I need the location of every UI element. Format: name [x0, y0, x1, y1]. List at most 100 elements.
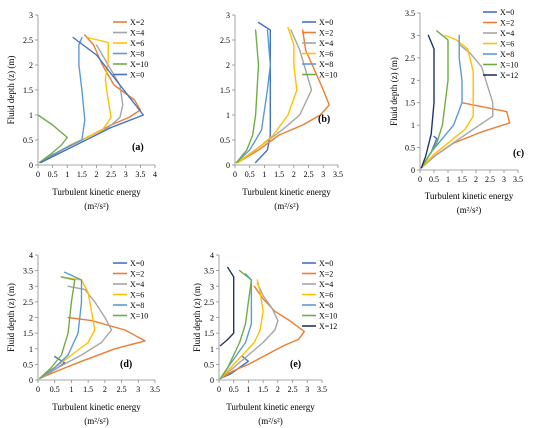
- legend-label: X=0: [319, 259, 333, 268]
- series-line-x-0: [40, 36, 144, 164]
- x-tick-label: 2: [292, 170, 296, 179]
- x-axis-unit: (m²/s²): [258, 416, 282, 426]
- y-tick-label: 2.5: [405, 54, 415, 63]
- chart-panel-3: 0 0.5 1 1.5 2 2.5 3 3.500.511.522.533.5 X=0X=2X=…: [389, 8, 524, 215]
- y-tick-label: 2: [411, 76, 415, 85]
- x-tick-label: 2: [95, 170, 99, 179]
- x-axis-unit: (m²/s²): [457, 205, 481, 215]
- series-line-x-12: [219, 266, 235, 347]
- panel-label: (b): [318, 114, 330, 125]
- legend-label: X=2: [500, 19, 514, 28]
- series-line-x-4: [420, 43, 494, 169]
- y-tick-label: 0: [29, 161, 33, 170]
- series-line-x-6: [39, 276, 96, 380]
- y-tick-label: 0: [411, 166, 415, 175]
- x-tick-label: 1.5: [83, 385, 93, 394]
- panel-label: (d): [120, 359, 132, 370]
- x-axis-label: Turbulent kinetic energy: [242, 187, 331, 197]
- legend-label: X=12: [500, 71, 518, 80]
- series-line-x-10: [39, 276, 76, 380]
- x-tick-label: 0.5: [429, 175, 439, 184]
- series-line-x-2: [237, 29, 330, 164]
- legend-label: X=8: [130, 301, 144, 310]
- y-tick-label: 2: [210, 314, 214, 323]
- x-axis-unit: (m²/s²): [84, 416, 108, 426]
- chart-panel-4: 0 0.5 1 1.5 2 2.5 3 3.500.511.522.533.54X=0X=2X…: [6, 251, 160, 426]
- x-tick-label: 1: [262, 170, 266, 179]
- x-tick-label: 3: [136, 385, 140, 394]
- y-tick-label: 1.5: [23, 86, 33, 95]
- x-tick-label: 2.5: [117, 385, 127, 394]
- y-tick-label: 2.5: [204, 298, 214, 307]
- y-tick-label: 1: [210, 345, 214, 354]
- x-tick-label: 2: [474, 175, 478, 184]
- series-line-x-4: [219, 282, 279, 380]
- series-line-x-6: [420, 34, 474, 169]
- x-tick-label: 0: [36, 170, 40, 179]
- x-tick-label: 1.5: [457, 175, 467, 184]
- y-axis-label: Fluid depth (z) (m): [389, 57, 399, 126]
- x-tick-label: 2.5: [106, 170, 116, 179]
- chart-panel-1: 0 0.5 1 1.5 2 2.5 3 3.5 4 0 0.5 1 1.5 2 2.5 3 X=2 X=4X=6 X…: [6, 11, 157, 211]
- legend-label: X=4: [130, 29, 144, 38]
- y-axis-label: Fluid depth (z) (m): [6, 56, 16, 125]
- series-line-x-4: [237, 29, 313, 164]
- y-tick-label: 3.5: [405, 9, 415, 18]
- y-tick-label: 1.5: [405, 99, 415, 108]
- legend-label: X=2: [319, 270, 333, 279]
- legend-label: X=10: [130, 60, 148, 69]
- series-line-x-10: [219, 269, 253, 380]
- y-tick-label: 3: [411, 31, 415, 40]
- y-tick-label: 0.5: [220, 136, 230, 145]
- series-line-x-6: [219, 279, 264, 380]
- y-tick-label: 1.5: [220, 86, 230, 95]
- y-tick-label: 0.5: [23, 360, 33, 369]
- x-tick-label: 1: [446, 175, 450, 184]
- y-tick-label: 3.5: [204, 267, 214, 276]
- y-tick-label: 3: [29, 11, 33, 20]
- x-tick-label: 3: [305, 385, 309, 394]
- legend-label: X=8: [500, 50, 514, 59]
- series-line-x-0: [254, 21, 271, 164]
- chart-panel-2: 0 0.5 1 1.5 2 2.5 3 3.5 0 0.5 1 1.5 2 2.5 3 X=0 X=2X=4 X=…: [220, 11, 343, 211]
- x-tick-label: 2.5: [304, 170, 314, 179]
- series-line-x-12: [420, 34, 435, 169]
- y-tick-label: 1: [29, 111, 33, 120]
- y-tick-label: 1: [29, 345, 33, 354]
- y-tick-label: 2: [226, 61, 230, 70]
- series-line-x-10: [235, 29, 260, 164]
- x-tick-label: 0.5: [48, 170, 58, 179]
- legend-label: X=8: [319, 301, 333, 310]
- legend-label: X=6: [319, 50, 333, 59]
- series-line-x-10: [420, 30, 449, 169]
- y-tick-label: 0: [226, 161, 230, 170]
- x-axis-unit: (m²/s²): [274, 201, 298, 211]
- legend-label: X=10: [500, 61, 518, 70]
- x-tick-label: 2.5: [485, 175, 495, 184]
- series-line-x-10: [37, 114, 68, 164]
- y-tick-label: 1.5: [23, 329, 33, 338]
- y-tick-label: 2.5: [220, 36, 230, 45]
- legend-label: X=4: [319, 280, 333, 289]
- legend-label: X=0: [130, 259, 144, 268]
- y-axis-label: Fluid depth (z) (m): [6, 283, 16, 352]
- legend-label: X=4: [130, 280, 144, 289]
- x-tick-label: 3.5: [150, 385, 160, 394]
- legend-label: X=6: [130, 39, 144, 48]
- x-tick-label: 0.5: [245, 170, 255, 179]
- legend-label: X=4: [500, 29, 514, 38]
- y-tick-label: 1: [411, 121, 415, 130]
- y-tick-label: 2.5: [23, 36, 33, 45]
- legend-label: X=10: [130, 312, 148, 321]
- x-tick-label: 0.5: [50, 385, 60, 394]
- y-tick-label: 4: [210, 251, 214, 260]
- x-tick-label: 3.5: [317, 385, 327, 394]
- y-axis-label: Fluid depth (z) (m): [192, 283, 202, 352]
- y-tick-label: 0.5: [405, 144, 415, 153]
- legend-label: X=0: [500, 8, 514, 17]
- series-line-x-8: [39, 271, 83, 380]
- y-tick-label: 1: [226, 111, 230, 120]
- x-axis-label: Turbulent kinetic energy: [52, 187, 141, 197]
- y-tick-label: 0: [29, 376, 33, 385]
- x-tick-label: 0: [418, 175, 422, 184]
